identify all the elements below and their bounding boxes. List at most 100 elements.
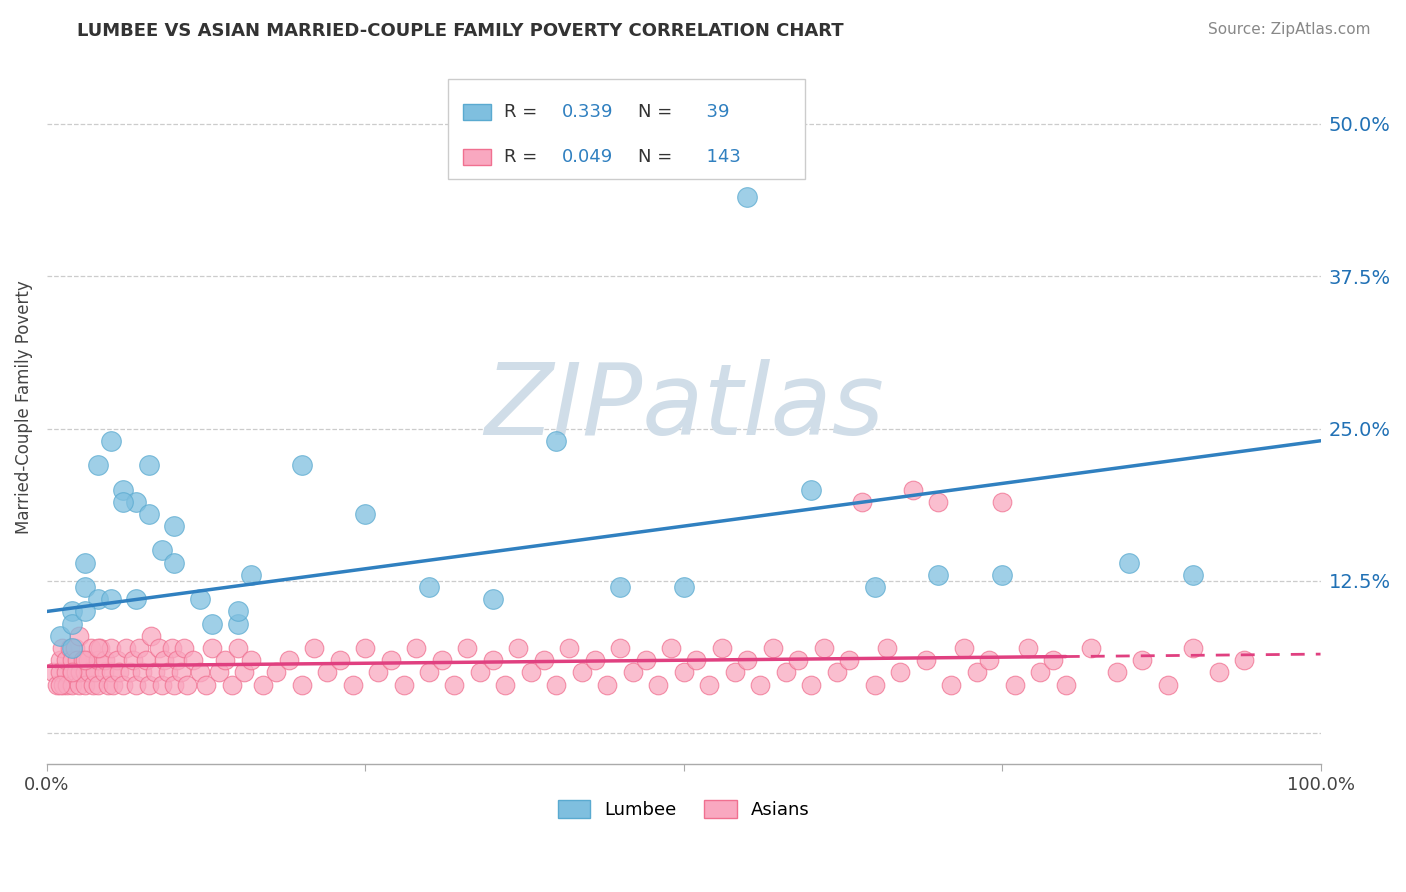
Point — [51, 640, 73, 655]
Point — [166, 653, 188, 667]
Point — [277, 653, 299, 667]
Point — [163, 519, 186, 533]
Point — [163, 677, 186, 691]
Point — [100, 665, 122, 680]
Point — [63, 640, 86, 655]
Point — [1233, 653, 1256, 667]
Point — [876, 640, 898, 655]
Point — [1042, 653, 1064, 667]
Point — [94, 653, 117, 667]
Point — [1182, 567, 1205, 582]
Point — [494, 677, 516, 691]
Point — [84, 665, 107, 680]
Point — [56, 677, 79, 691]
Point — [82, 677, 104, 691]
Point — [863, 677, 886, 691]
Point — [546, 677, 568, 691]
Point — [188, 592, 211, 607]
Point — [87, 592, 110, 607]
Point — [176, 677, 198, 691]
Point — [60, 616, 83, 631]
Point — [195, 677, 218, 691]
Point — [233, 665, 256, 680]
Point — [672, 665, 695, 680]
Point — [60, 665, 83, 680]
Point — [813, 640, 835, 655]
Point — [75, 665, 97, 680]
Point — [150, 677, 173, 691]
Point — [901, 483, 924, 497]
Point — [226, 640, 249, 655]
Point — [55, 665, 77, 680]
Point — [737, 653, 759, 667]
Point — [405, 640, 427, 655]
Point — [72, 653, 94, 667]
Point — [100, 434, 122, 448]
Point — [42, 665, 65, 680]
Point — [927, 494, 949, 508]
Point — [749, 677, 772, 691]
Point — [97, 677, 120, 691]
Point — [354, 507, 377, 521]
FancyBboxPatch shape — [464, 104, 491, 120]
Point — [533, 653, 555, 667]
Point — [46, 677, 69, 691]
Point — [800, 483, 823, 497]
Point — [60, 640, 83, 655]
Point — [787, 653, 810, 667]
Point — [481, 592, 503, 607]
Point — [418, 665, 440, 680]
Point — [329, 653, 352, 667]
Text: R =: R = — [505, 103, 543, 121]
Point — [1130, 653, 1153, 667]
Point — [150, 543, 173, 558]
Point — [125, 592, 148, 607]
Point — [264, 665, 287, 680]
Point — [156, 665, 179, 680]
Point — [188, 665, 211, 680]
Point — [1004, 677, 1026, 691]
Text: 39: 39 — [695, 103, 730, 121]
Point — [659, 640, 682, 655]
Point — [291, 458, 314, 472]
Point — [456, 640, 478, 655]
Point — [143, 665, 166, 680]
Point — [118, 665, 141, 680]
Point — [979, 653, 1001, 667]
Point — [546, 434, 568, 448]
Point — [1029, 665, 1052, 680]
Point — [138, 458, 160, 472]
Point — [609, 580, 631, 594]
Point — [430, 653, 453, 667]
Point — [122, 653, 145, 667]
Point — [991, 494, 1014, 508]
Point — [131, 665, 153, 680]
Point — [105, 653, 128, 667]
Point — [60, 653, 83, 667]
Point — [304, 640, 326, 655]
Point — [60, 604, 83, 618]
FancyBboxPatch shape — [449, 79, 804, 179]
Text: 143: 143 — [695, 148, 741, 166]
Point — [239, 653, 262, 667]
Point — [291, 677, 314, 691]
Point — [48, 677, 70, 691]
Point — [927, 567, 949, 582]
Point — [966, 665, 988, 680]
Point — [596, 677, 619, 691]
Point — [153, 653, 176, 667]
Text: 0.049: 0.049 — [561, 148, 613, 166]
Point — [48, 653, 70, 667]
Point — [173, 640, 195, 655]
Point — [67, 629, 90, 643]
Point — [75, 556, 97, 570]
Point — [55, 653, 77, 667]
Point — [226, 604, 249, 618]
Point — [60, 665, 83, 680]
Text: Source: ZipAtlas.com: Source: ZipAtlas.com — [1208, 22, 1371, 37]
Point — [160, 640, 183, 655]
Point — [762, 640, 785, 655]
Point — [87, 458, 110, 472]
Point — [941, 677, 963, 691]
Point — [52, 677, 75, 691]
